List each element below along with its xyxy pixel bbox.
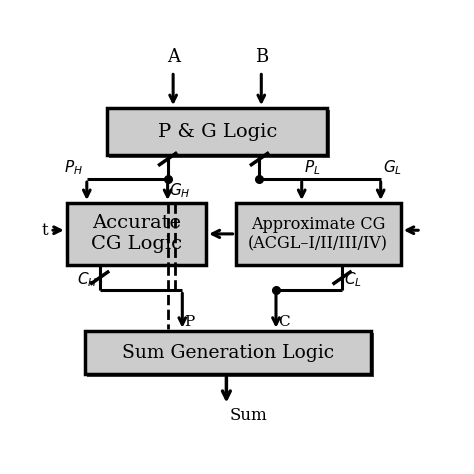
Text: Approximate CG
(ACGL–I/II/III/IV): Approximate CG (ACGL–I/II/III/IV) (248, 216, 388, 252)
Bar (66, 203, 206, 265)
Text: $P_L$: $P_L$ (303, 159, 320, 177)
Text: $G_H$: $G_H$ (169, 181, 191, 200)
Bar (85, 331, 372, 374)
Text: C: C (278, 315, 290, 329)
Text: Sum: Sum (229, 407, 267, 424)
Bar (107, 108, 328, 155)
Text: P & G Logic: P & G Logic (157, 123, 277, 141)
Bar (87, 333, 374, 377)
Bar (238, 205, 403, 267)
Text: A: A (167, 48, 180, 66)
Bar (109, 110, 329, 158)
Text: $P_H$: $P_H$ (64, 159, 83, 177)
Text: P: P (184, 315, 194, 329)
Text: $C_H$: $C_H$ (77, 270, 98, 289)
Text: Accurate
CG Logic: Accurate CG Logic (91, 215, 182, 253)
Text: Sum Generation Logic: Sum Generation Logic (122, 344, 334, 362)
Bar (69, 205, 209, 267)
Text: B: B (255, 48, 268, 66)
Bar (236, 203, 401, 265)
Text: $C_L$: $C_L$ (344, 270, 362, 289)
Text: t: t (42, 222, 48, 239)
Text: $G_L$: $G_L$ (383, 159, 401, 177)
